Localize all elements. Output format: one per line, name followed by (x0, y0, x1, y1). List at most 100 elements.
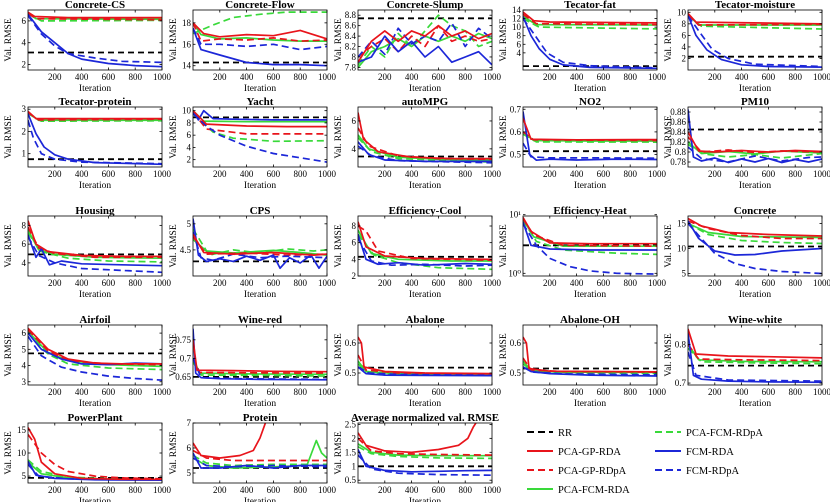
y-axis-label: Val. RMSE (169, 115, 179, 158)
y-tick-label: 1.5 (345, 447, 357, 457)
x-tick-label: 400 (75, 485, 89, 495)
series-line-pca-gp-rda (523, 216, 657, 245)
x-axis-label: Iteration (739, 181, 771, 191)
y-tick-label: 7 (187, 418, 192, 428)
x-tick-label: 400 (570, 169, 584, 179)
x-axis-label: Iteration (739, 399, 771, 409)
y-tick-label: 0.88 (670, 107, 686, 117)
y-tick-label: 8 (682, 19, 687, 29)
series-line-fcm-rda (193, 328, 327, 381)
series-line-pca-fcm-rda (193, 238, 327, 256)
panel-title: Concrete-Flow (225, 0, 294, 11)
axes-box (522, 324, 658, 386)
x-tick-label: 1000 (153, 72, 172, 82)
axes-box (192, 324, 328, 386)
panel-protein: Protein 200 400 600 800 1000 Iteration 5 6 7 Val. … (169, 412, 337, 502)
y-tick-label: 15 (677, 219, 687, 229)
x-axis-label: Iteration (244, 290, 276, 300)
x-tick-label: 600 (267, 72, 281, 82)
x-tick-label: 400 (240, 169, 254, 179)
panel-title: Efficiency-Heat (553, 205, 627, 217)
series-line-pca-gp-rda (358, 423, 477, 454)
panel-tecator-moisture: Tecator-moisture 200 400 600 800 1000 Iteratio… (664, 0, 830, 94)
series-line-pca-fcm-rdpa (193, 113, 327, 143)
x-axis-label: Iteration (409, 290, 441, 300)
x-tick-label: 1000 (153, 169, 172, 179)
series-group (358, 423, 492, 477)
y-tick-label: 0.7 (180, 353, 192, 363)
x-tick-label: 1000 (318, 278, 337, 288)
y-axis-label: Val. RMSE (334, 115, 344, 158)
series-line-pca-gp-rdpa (688, 343, 822, 362)
panel-airfoil: Airfoil 200 400 600 800 1000 Iteration 3 4 5 6 Val.… (4, 314, 172, 409)
x-tick-label: 1000 (648, 72, 667, 82)
series-line-fcm-rda (523, 16, 657, 70)
x-tick-label: 1000 (813, 278, 830, 288)
panel-concrete-flow: Concrete-Flow 200 400 600 800 1000 Iteration 14… (169, 0, 337, 94)
x-tick-label: 200 (213, 72, 227, 82)
legend-item-pca-gp-rda: PCA-GP-RDA (527, 447, 621, 458)
x-axis-label: Iteration (574, 181, 606, 191)
series-line-fcm-rda (688, 332, 822, 384)
panel-title: Yacht (247, 96, 274, 108)
series-line-fcm-rdpa (193, 231, 327, 262)
y-tick-label: 5 (22, 471, 27, 481)
axes-box (27, 215, 163, 277)
y-tick-label: 6 (352, 116, 357, 126)
x-tick-label: 1000 (813, 72, 830, 82)
x-tick-label: 600 (102, 278, 116, 288)
y-axis-label: Val. RMSE (4, 431, 14, 474)
panel-wine-red: Wine-red 200 400 600 800 1000 Iteration 0.65 0.7… (169, 314, 337, 409)
series-line-pca-fcm-rdpa (358, 137, 492, 163)
legend-label: PCA-GP-RDpA (558, 466, 627, 477)
y-tick-label: 18 (182, 18, 192, 28)
x-tick-label: 800 (128, 387, 142, 397)
y-tick-label: 8.2 (345, 42, 356, 52)
x-tick-label: 800 (788, 169, 802, 179)
y-tick-label: 4 (517, 48, 522, 58)
series-group (523, 336, 657, 377)
series-line-pca-gp-rda (193, 339, 327, 373)
legend: RR PCA-GP-RDA PCA-GP-RDpA PCA-FCM-RDA PCA-FC… (527, 428, 763, 496)
y-tick-label: 2 (352, 433, 357, 443)
legend-item-fcm-rda: FCM-RDA (655, 447, 734, 458)
axes-box (192, 9, 328, 71)
x-axis-label: Iteration (244, 399, 276, 409)
series-group (28, 110, 162, 166)
series-line-pca-gp-rda (688, 12, 822, 25)
series-line-pca-gp-rdpa (28, 434, 162, 480)
y-tick-label: 3 (22, 104, 27, 114)
series-line-fcm-rda (523, 221, 657, 251)
x-tick-label: 800 (128, 278, 142, 288)
x-axis-label: Iteration (79, 181, 111, 191)
x-tick-label: 200 (708, 278, 722, 288)
x-axis-label: Iteration (79, 290, 111, 300)
x-tick-label: 400 (405, 387, 419, 397)
series-line-pca-fcm-rda (688, 343, 822, 363)
y-tick-label: 4 (22, 361, 27, 371)
x-tick-label: 200 (543, 72, 557, 82)
x-tick-label: 800 (458, 278, 472, 288)
x-tick-label: 800 (623, 72, 637, 82)
panel-title: Abalone-OH (560, 314, 620, 326)
series-line-pca-gp-rdpa (523, 218, 657, 248)
x-axis-label: Iteration (739, 290, 771, 300)
series-line-pca-fcm-rdpa (193, 11, 327, 35)
x-tick-label: 1000 (318, 169, 337, 179)
series-line-pca-gp-rda (28, 220, 162, 258)
panel-title: Airfoil (79, 314, 110, 326)
x-tick-label: 800 (623, 387, 637, 397)
y-tick-label: 0.7 (510, 104, 522, 114)
x-tick-label: 1000 (483, 278, 502, 288)
x-axis-label: Iteration (409, 84, 441, 94)
series-line-fcm-rda (193, 452, 327, 469)
series-line-fcm-rdpa (28, 335, 162, 381)
y-tick-label: 0.86 (670, 117, 686, 127)
axes-box (357, 215, 493, 277)
x-tick-label: 400 (75, 72, 89, 82)
series-line-pca-fcm-rda (688, 222, 822, 239)
series-group (193, 11, 327, 67)
x-tick-label: 400 (240, 387, 254, 397)
x-tick-label: 200 (378, 72, 392, 82)
axes-box (357, 106, 493, 168)
